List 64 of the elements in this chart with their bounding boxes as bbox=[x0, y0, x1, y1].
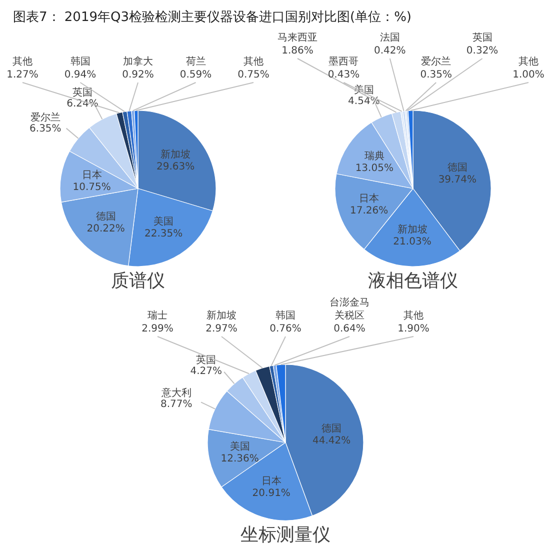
text: 图表7： 2019年Q3检验检测主要仪器设备进口国别对比图(单位：%) bbox=[12, 9, 412, 27]
data-label: 39.74% bbox=[438, 174, 476, 186]
data-label: 1.90% bbox=[398, 324, 430, 334]
data-label: 0.94% bbox=[64, 70, 96, 80]
slice-label: 马来西亚 bbox=[278, 32, 318, 44]
slice-label: 美国 bbox=[154, 216, 174, 228]
data-label: 2.99% bbox=[142, 324, 174, 334]
slice-label: 新加坡 bbox=[206, 310, 236, 322]
slice-label: 德国 bbox=[447, 162, 468, 174]
data-label: 1.86% bbox=[282, 46, 314, 56]
slice-label: 爱尔兰 bbox=[30, 111, 60, 124]
slice-label: 法国 bbox=[380, 32, 400, 44]
slice-label: 英国 bbox=[472, 32, 492, 44]
data-label: 0.42% bbox=[374, 46, 406, 56]
data-label: 0.35% bbox=[420, 70, 452, 80]
slice-label: 美国 bbox=[230, 440, 250, 453]
slice-label: 新加坡 bbox=[397, 223, 428, 236]
slice-label: 韩国 bbox=[70, 56, 90, 68]
data-label: 6.35% bbox=[30, 123, 62, 134]
slice-label: 德国 bbox=[322, 423, 342, 434]
data-label: 0.32% bbox=[466, 46, 498, 56]
data-label: 13.05% bbox=[355, 163, 394, 174]
data-label: 8.77% bbox=[160, 398, 192, 410]
data-label: 44.42% bbox=[312, 435, 351, 446]
slice-label: 新加坡 bbox=[160, 148, 191, 161]
data-label: 0.92% bbox=[122, 70, 154, 80]
slice-label: 其他 bbox=[244, 56, 264, 68]
text: 液相色谱仪 bbox=[368, 270, 458, 292]
slice-label: 日本 bbox=[261, 475, 282, 488]
data-label: 12.36% bbox=[220, 454, 259, 465]
slice-label: 瑞典 bbox=[364, 150, 384, 162]
data-label: 0.59% bbox=[180, 70, 212, 80]
data-label: 1.27% bbox=[6, 70, 38, 80]
data-label: 1.00% bbox=[512, 70, 544, 80]
slice-label: 其他 bbox=[12, 56, 32, 68]
slice-label: 韩国 bbox=[276, 310, 296, 322]
slice-label: 荷兰 bbox=[186, 56, 206, 68]
slice-label: 英国 bbox=[72, 86, 93, 98]
data-label: 10.75% bbox=[72, 182, 111, 193]
data-label: 2.97% bbox=[206, 324, 238, 334]
data-label: 29.63% bbox=[156, 162, 195, 173]
slice-label: 其他 bbox=[518, 56, 538, 68]
slice-label: 德国 bbox=[96, 211, 116, 222]
slice-label: 加拿大 bbox=[123, 56, 153, 68]
slice-label: 日本 bbox=[359, 192, 380, 205]
data-label: 0.76% bbox=[270, 324, 302, 334]
data-label: 20.22% bbox=[86, 223, 125, 234]
data-label: 17.26% bbox=[350, 206, 388, 217]
slice-label: 墨西哥 bbox=[328, 56, 359, 68]
slice-label: 瑞士 bbox=[148, 310, 168, 322]
slice-label: 意大利 bbox=[160, 386, 192, 399]
data-label: 20.91% bbox=[252, 488, 290, 500]
data-label: 0.75% bbox=[238, 70, 270, 80]
slice-label: 其他 bbox=[404, 310, 424, 322]
slice-label: 爱尔兰 bbox=[421, 56, 452, 68]
text: 坐标测量仪 bbox=[240, 524, 330, 546]
data-label: 0.43% bbox=[328, 70, 360, 80]
slice-label: 台澎金马关税区 bbox=[330, 296, 370, 322]
text: 质谱仪 bbox=[111, 270, 165, 292]
data-label: 0.64% bbox=[334, 324, 366, 334]
data-label: 22.35% bbox=[144, 228, 183, 240]
slice-label: 日本 bbox=[82, 168, 102, 181]
data-label: 21.03% bbox=[393, 236, 432, 248]
data-label: 4.27% bbox=[190, 366, 222, 378]
